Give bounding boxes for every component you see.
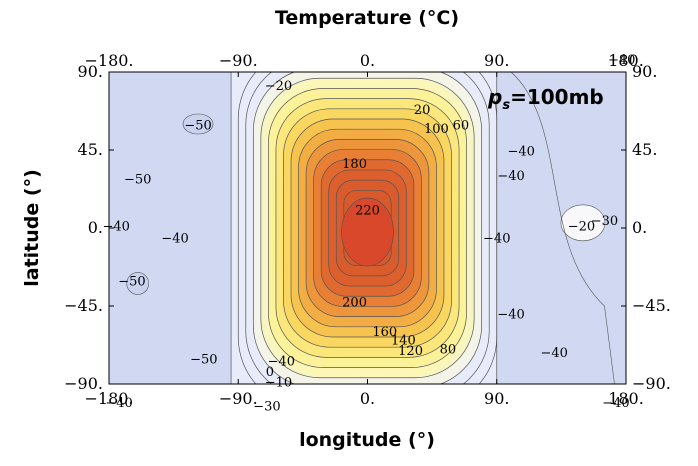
contour-value-label: 160	[372, 325, 397, 340]
contour-value-label: −50	[190, 353, 217, 368]
contour-line-layer	[230, 72, 615, 384]
cold-patch	[182, 113, 214, 135]
contour-value-label: 0	[266, 365, 274, 380]
contour-value-label: 20	[414, 103, 431, 118]
contour-line	[510, 72, 615, 384]
contour-value-label: −20	[568, 219, 595, 234]
x-tick-label-top: 90.	[484, 51, 509, 70]
x-tick-label: 90.	[484, 389, 509, 408]
contour-value-label: −50	[118, 275, 145, 290]
contour-value-label: −20	[265, 79, 292, 94]
contour-value-label: −40	[497, 308, 524, 323]
contour-value-label: 200	[342, 296, 367, 311]
y-tick-label-right: −90.	[632, 374, 671, 393]
y-tick-label: 90.	[78, 62, 103, 81]
x-axis-title: longitude (°)	[299, 429, 435, 451]
contour-value-label: −50	[184, 119, 211, 134]
chart-title: Temperature (°C)	[275, 7, 459, 29]
y-tick-label: 45.	[78, 140, 103, 159]
x-tick-label-top: −180.	[84, 51, 133, 70]
pressure-annotation: ps=100mb	[487, 85, 604, 113]
y-tick-label-right: 0.	[632, 218, 647, 237]
y-tick-label: −45.	[64, 296, 103, 315]
contour-value-label: −40	[507, 145, 534, 160]
pressure-symbol: p	[487, 85, 502, 109]
cold-patch	[560, 204, 606, 242]
x-tick-label-top: −90.	[219, 51, 258, 70]
x-tick-label: −90.	[219, 389, 258, 408]
pressure-value: =100mb	[510, 85, 604, 109]
axis-ticks: −180.−180.−90.−90.0.0.90.90.180.180.90. 9…	[64, 51, 671, 408]
x-tick-label-top: 180.	[608, 51, 644, 70]
y-tick-label: 0.	[88, 218, 103, 237]
y-tick-label-right: 90.	[632, 62, 657, 81]
x-tick-label: −180.	[84, 389, 133, 408]
contour-value-label: 220	[355, 204, 380, 219]
pressure-subscript: s	[502, 98, 510, 113]
contour-value-label: −40	[497, 169, 524, 184]
contour-value-label: −40	[102, 219, 129, 234]
y-tick-label: −90.	[64, 374, 103, 393]
contour-value-label: −40	[483, 231, 510, 246]
x-tick-label-top: 0.	[360, 51, 375, 70]
contour-value-label: −40	[608, 53, 635, 68]
y-tick-label-right: −45.	[632, 296, 671, 315]
y-tick-label-right: 45.	[632, 140, 657, 159]
contour-value-label: −40	[161, 231, 188, 246]
contour-value-label: −10	[265, 375, 292, 390]
plot-area	[109, 72, 626, 384]
x-tick-label: 180.	[608, 389, 644, 408]
contour-value-label: −40	[268, 354, 295, 369]
contour-value-label: 60	[453, 119, 470, 134]
contour-value-label: 180	[342, 157, 367, 172]
contour-value-label: 140	[391, 334, 416, 349]
contour-value-label: 120	[398, 344, 423, 359]
contour-value-label: −40	[105, 396, 132, 411]
cold-patch	[126, 272, 150, 295]
contour-value-label: −40	[602, 396, 629, 411]
contour-core	[341, 197, 394, 267]
contour-line	[245, 72, 490, 384]
contour-value-label: −50	[124, 172, 151, 187]
contour-value-label: −30	[591, 214, 618, 229]
contour-value-label: 80	[440, 342, 457, 357]
contour-value-label: −30	[253, 400, 280, 415]
contour-value-label: −40	[540, 346, 567, 361]
x-tick-label: 0.	[360, 389, 375, 408]
contour-value-label: 100	[424, 122, 449, 137]
y-axis-title: latitude (°)	[21, 169, 43, 287]
